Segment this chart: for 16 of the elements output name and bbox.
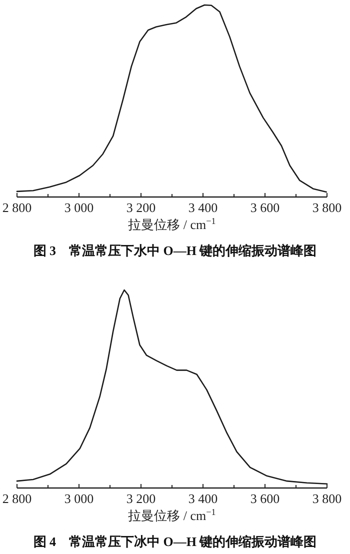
x-tick-label: 3 000 [64,200,94,215]
x-axis-title: 拉曼位移 / cm$^{−1}$ [128,216,216,232]
x-tick-label: 2 800 [2,200,32,215]
x-tick-label: 3 200 [126,491,156,506]
x-tick-label: 2 800 [2,491,32,506]
text: 图 3 常温常压下水中 O—H 键的伸缩振动谱峰图 [33,243,317,258]
x-tick-label: 3 600 [250,491,280,506]
x-axis-title: 拉曼位移 / cm$^{−1}$ [128,507,216,523]
x-tick-label: 3 400 [188,200,218,215]
x-tick-label: 3 400 [188,491,218,506]
x-tick-label: 3 200 [126,200,156,215]
x-tick-label: 3 000 [64,491,94,506]
text: 图 4 常温常压下冰中 O—H 键的伸缩振动谱峰图 [33,534,317,549]
x-tick-label: 3 800 [312,491,342,506]
x-tick-label: 3 600 [250,200,280,215]
x-tick-label: 3 800 [312,200,342,215]
